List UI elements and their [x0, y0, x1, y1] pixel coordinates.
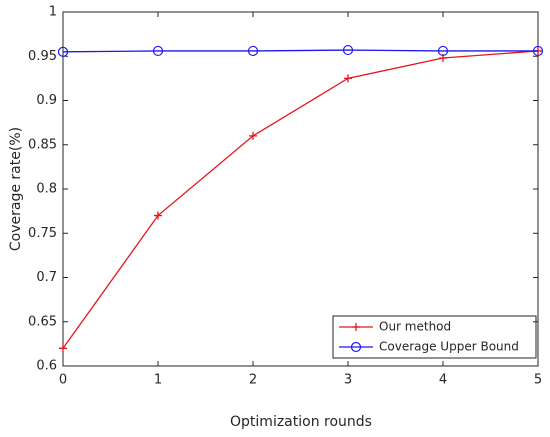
data-point	[437, 45, 449, 57]
x-tick-label: 3	[344, 373, 352, 388]
legend-box	[332, 315, 537, 359]
legend-marker	[352, 323, 360, 331]
y-tick-label: 0.7	[36, 270, 57, 285]
legend-label: Coverage Upper Bound	[379, 340, 519, 354]
y-tick-label: 0.8	[36, 182, 57, 197]
y-axis-label: Coverage rate(%)	[8, 127, 24, 251]
y-tick-label: 0.9	[36, 93, 57, 108]
x-tick-label: 4	[439, 373, 447, 388]
series-line	[62, 50, 539, 349]
data-point	[342, 44, 354, 56]
data-point	[57, 46, 69, 57]
x-tick-label: 0	[59, 373, 67, 388]
data-point	[532, 45, 544, 57]
legend-marker	[350, 341, 362, 353]
y-tick-label: 1	[49, 5, 57, 20]
x-tick-label: 5	[534, 373, 542, 388]
data-point	[59, 344, 67, 353]
data-point	[152, 45, 164, 57]
x-tick-label: 2	[249, 373, 257, 388]
x-axis-label: Optimization rounds	[230, 414, 372, 430]
data-point	[344, 74, 352, 83]
y-tick-label: 0.95	[28, 49, 57, 64]
data-point	[154, 211, 162, 220]
data-point	[249, 131, 257, 140]
y-tick-label: 0.6	[36, 359, 57, 374]
y-tick-label: 0.75	[28, 226, 57, 241]
data-point	[247, 45, 259, 57]
legend-label: Our method	[379, 320, 451, 334]
series-line	[62, 49, 538, 53]
y-tick-label: 0.85	[28, 137, 57, 152]
y-tick-label: 0.65	[28, 314, 57, 329]
x-tick-label: 1	[154, 373, 162, 388]
